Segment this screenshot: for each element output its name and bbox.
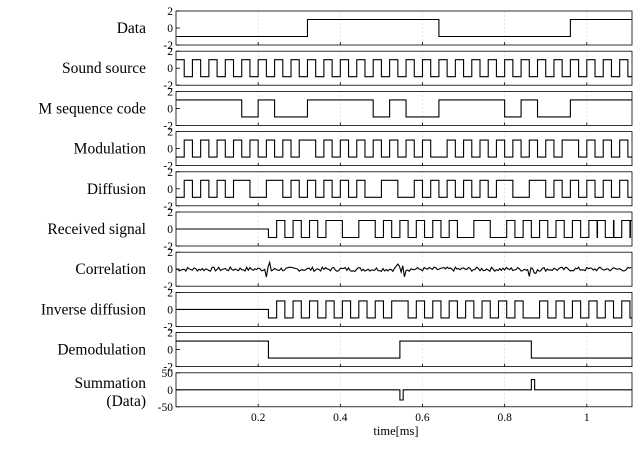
m-sequence-code-axes bbox=[175, 91, 633, 126]
summation-series-line bbox=[176, 379, 632, 401]
correlation-ytick-label: 0 bbox=[167, 264, 173, 276]
inverse-diffusion-series-line bbox=[176, 300, 632, 319]
x-axis-label: time[ms] bbox=[373, 424, 418, 438]
diffusion-ytick-label: 2 bbox=[167, 167, 173, 179]
summation-ytick-label: 50 bbox=[162, 368, 174, 380]
diffusion-axes bbox=[175, 171, 633, 207]
inverse-diffusion-ytick-label: -2 bbox=[163, 321, 173, 333]
m-sequence-code-series-line bbox=[176, 99, 632, 118]
x-tick-label: 0.8 bbox=[497, 412, 512, 424]
correlation-series-line bbox=[175, 260, 632, 278]
modulation-ytick-label: -2 bbox=[163, 161, 173, 173]
sound-source-label: Sound source bbox=[62, 60, 146, 77]
diffusion-series-line bbox=[176, 179, 632, 198]
modulation-axes bbox=[175, 131, 633, 167]
inverse-diffusion-ytick-label: 2 bbox=[167, 287, 173, 299]
received-signal-ytick-label: 0 bbox=[167, 224, 173, 236]
demodulation-label: Demodulation bbox=[57, 342, 146, 359]
m-sequence-code-label: M sequence code bbox=[38, 100, 146, 117]
m-sequence-code-ytick-label: -2 bbox=[163, 120, 173, 132]
received-signal-series-line bbox=[176, 219, 632, 239]
data-axes bbox=[175, 10, 633, 46]
modulation-ytick-label: 0 bbox=[167, 144, 173, 156]
diffusion-ytick-label: 0 bbox=[167, 184, 173, 196]
m-sequence-code-ytick-label: 2 bbox=[167, 86, 173, 98]
inverse-diffusion-ytick-label: 0 bbox=[167, 304, 173, 316]
received-signal-ytick-label: 2 bbox=[167, 207, 173, 219]
diffusion-ytick-label: -2 bbox=[163, 201, 173, 213]
summation-label-2: (Data) bbox=[106, 393, 146, 410]
x-tick-label: 0.4 bbox=[333, 412, 348, 424]
modulation-label: Modulation bbox=[74, 141, 147, 158]
correlation-ytick-label: 2 bbox=[167, 247, 173, 259]
correlation-label: Correlation bbox=[75, 261, 146, 278]
sound-source-ytick-label: -2 bbox=[163, 80, 173, 92]
sound-source-series-line bbox=[176, 59, 632, 78]
x-tick-label: 0.6 bbox=[415, 412, 430, 424]
modulation-series-line bbox=[176, 139, 632, 158]
demodulation-series-line bbox=[176, 340, 632, 359]
received-signal-ytick-label: -2 bbox=[163, 241, 173, 253]
sound-source-ytick-label: 2 bbox=[167, 46, 173, 58]
summation-ytick-label: -50 bbox=[158, 402, 174, 414]
diffusion-label: Diffusion bbox=[87, 181, 146, 198]
demodulation-ytick-label: 2 bbox=[167, 328, 173, 340]
demodulation-ytick-label: -2 bbox=[163, 362, 173, 374]
correlation-ytick-label: -2 bbox=[163, 281, 173, 293]
data-ytick-label: 2 bbox=[167, 6, 173, 18]
x-tick-label: 1 bbox=[584, 412, 590, 424]
sound-source-axes bbox=[175, 50, 633, 86]
m-sequence-code-ytick-label: 0 bbox=[167, 103, 173, 115]
demodulation-axes bbox=[175, 332, 633, 368]
x-tick-label: 0.2 bbox=[251, 412, 266, 424]
summation-label: Summation bbox=[75, 375, 147, 392]
summation-ytick-label: 0 bbox=[167, 385, 173, 397]
data-ytick-label: -2 bbox=[163, 40, 173, 52]
received-signal-label: Received signal bbox=[47, 221, 146, 238]
data-label: Data bbox=[117, 20, 146, 37]
data-ytick-label: 0 bbox=[167, 23, 173, 35]
data-series-line bbox=[176, 18, 632, 38]
modulation-ytick-label: 2 bbox=[167, 127, 173, 139]
inverse-diffusion-label: Inverse diffusion bbox=[41, 301, 146, 318]
sound-source-ytick-label: 0 bbox=[167, 63, 173, 75]
demodulation-ytick-label: 0 bbox=[167, 345, 173, 357]
